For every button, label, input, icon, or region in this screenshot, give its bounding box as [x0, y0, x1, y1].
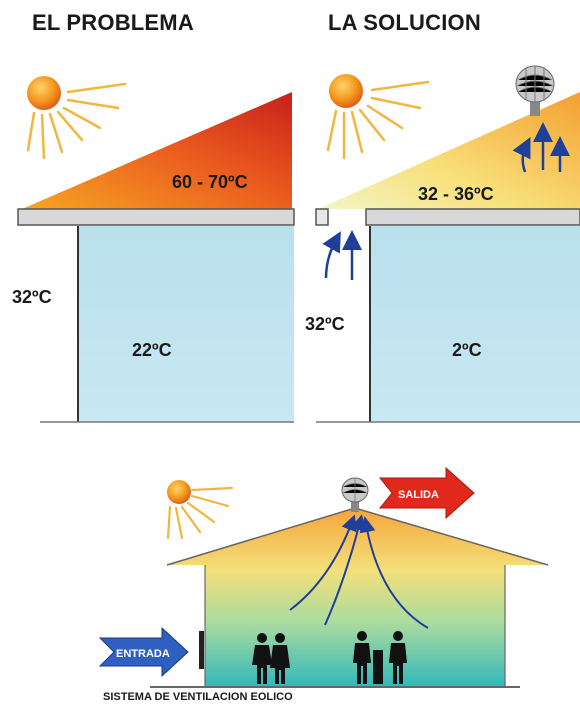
diagram-caption: SISTEMA DE VENTILACION EOLICO: [103, 691, 293, 703]
room-left: [78, 226, 294, 422]
outlet-label: SALIDA: [398, 489, 439, 501]
inlet-arrow: ENTRADA: [98, 626, 189, 678]
solution-inside-temp: 2ºC: [452, 340, 482, 360]
hot-roof: [22, 92, 292, 209]
sun-icon: [326, 74, 430, 160]
problem-outside-temp: 32ºC: [12, 287, 52, 307]
person-silhouette-icon: [252, 633, 290, 684]
inlet-label: ENTRADA: [116, 648, 170, 660]
room-right: [370, 226, 580, 422]
problem-roof-temp: 60 - 70ºC: [172, 172, 248, 192]
solution-outside-temp: 32ºC: [305, 314, 345, 334]
door-inlet: [199, 631, 204, 669]
sun-icon: [166, 480, 234, 540]
cool-roof: [318, 92, 580, 209]
roof-eave-right: [365, 208, 580, 226]
problem-inside-temp: 22ºC: [132, 340, 172, 360]
solution-title: LA SOLUCION: [328, 10, 481, 35]
roof-eave-left: [17, 208, 295, 226]
person-silhouette-icon: [353, 631, 407, 684]
outlet-arrow: SALIDA: [378, 466, 475, 520]
problem-title: EL PROBLEMA: [32, 10, 194, 35]
wind-turbine-icon: [515, 65, 555, 116]
sun-icon: [26, 76, 127, 160]
solution-roof-temp: 32 - 36ºC: [418, 184, 494, 204]
airflow-arrow-icon: [322, 122, 570, 280]
soffit-vent: [315, 208, 329, 226]
wind-turbine-icon: [341, 477, 369, 512]
airflow-arrow-icon: [289, 514, 429, 629]
